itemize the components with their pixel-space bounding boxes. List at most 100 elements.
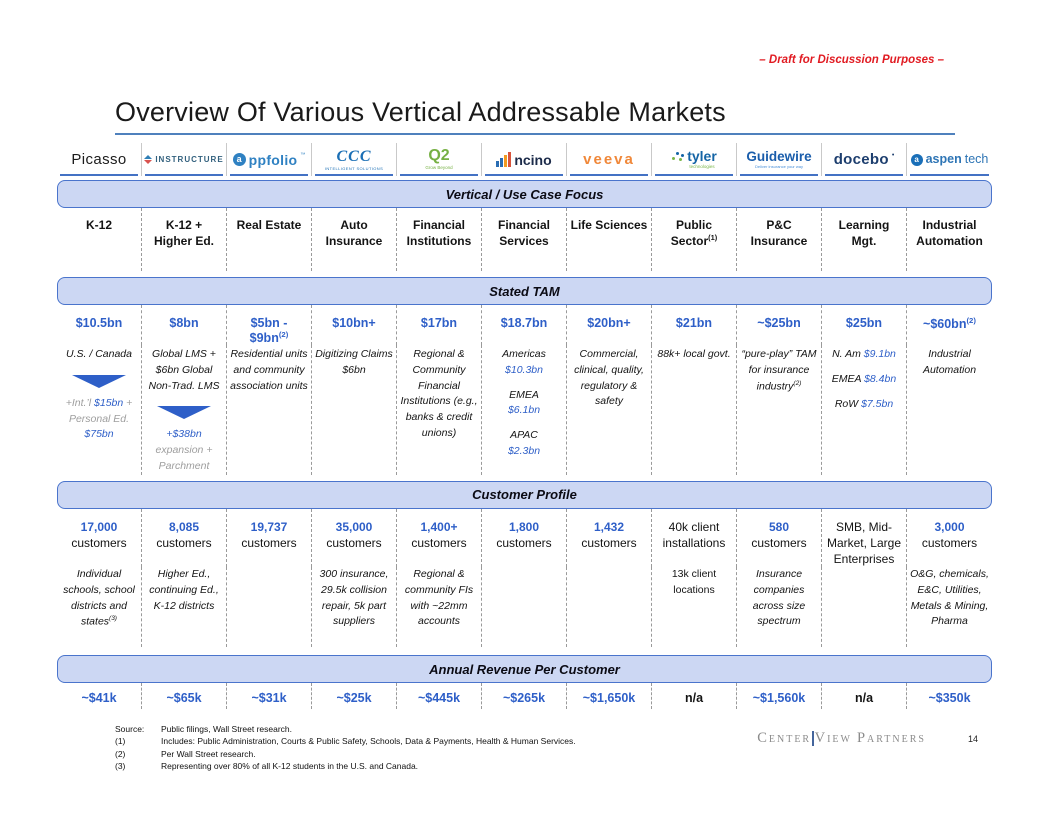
text-segment: 8,085 bbox=[168, 519, 200, 534]
page-number: 14 bbox=[967, 733, 978, 744]
text-segment: Auto bbox=[340, 218, 368, 232]
text-line: customers bbox=[570, 535, 648, 551]
text-line: Insurance bbox=[740, 233, 818, 249]
text-segment: Insurance bbox=[750, 234, 808, 249]
text-line: +Int.’l $15bn + Personal Ed. $75bn bbox=[60, 396, 138, 443]
text-line: Life Sciences bbox=[570, 217, 648, 233]
logo-cell-guidewire: Guidewire Deliver insurance your way bbox=[737, 143, 822, 176]
customers-ncino: 1,800 customers bbox=[482, 508, 567, 568]
revenue-row: ~$41k ~$65k ~$31k ~$25k ~$445k ~$265k ~$1,650k… bbox=[57, 683, 992, 710]
text-line: 3,000 bbox=[910, 519, 989, 535]
footnote-2: (2) Per Wall Street research. bbox=[115, 748, 735, 760]
bar-chart-icon bbox=[496, 152, 512, 167]
revenue-picasso: ~$41k bbox=[57, 683, 142, 710]
logo-guidewire: Guidewire Deliver insurance your way bbox=[746, 150, 811, 170]
vertical-appfolio: Real Estate bbox=[227, 208, 312, 271]
revenue-ccc: ~$25k bbox=[312, 683, 397, 710]
logo-text: ncino bbox=[514, 151, 552, 168]
text-line: $21bn bbox=[655, 316, 733, 330]
customers-appfolio: 19,737 customers bbox=[227, 508, 312, 568]
revenue-guidewire: ~$1,560k bbox=[737, 683, 822, 710]
text-line: expansion + Parchment bbox=[145, 443, 223, 475]
draft-note: – Draft for Discussion Purposes – bbox=[759, 54, 944, 66]
logo-main: a aspen tech bbox=[910, 152, 989, 167]
text-segment: ~$60bn bbox=[923, 317, 967, 332]
tam-ncino: $18.7bn bbox=[482, 305, 567, 346]
tam-detail-ccc: Digitizing Claims $6bn bbox=[312, 345, 397, 475]
text-line: Sector(1) bbox=[655, 233, 733, 249]
text-line: $6.1bn bbox=[485, 403, 563, 419]
logo-text: veeva bbox=[583, 151, 635, 168]
text-line: Insurance companies across size spectrum bbox=[740, 567, 818, 630]
source-text: Public filings, Wall Street research. bbox=[161, 724, 293, 734]
text-segment: $21bn bbox=[675, 316, 713, 330]
text-segment: (2) bbox=[793, 379, 802, 387]
text-segment: ~$445k bbox=[417, 691, 461, 706]
vertical-tyler: Public Sector(1) bbox=[652, 208, 737, 271]
text-segment: Industrial Automation bbox=[922, 348, 977, 376]
text-segment: 19,737 bbox=[250, 519, 288, 534]
text-line: SMB, Mid-Market, Large Enterprises bbox=[825, 519, 903, 568]
text-line: Higher Ed. bbox=[145, 233, 223, 249]
text-segment: ~$31k bbox=[251, 691, 287, 706]
band-stated-tam: Stated TAM bbox=[57, 277, 992, 305]
aspentech-a-icon: a bbox=[910, 153, 923, 166]
text-segment: 88k+ local govt. bbox=[657, 348, 731, 361]
text-line: customers bbox=[230, 535, 308, 551]
footnote-text: Per Wall Street research. bbox=[161, 748, 256, 759]
text-segment: $2.3bn bbox=[507, 444, 541, 457]
customers-instructure: 8,085 customers bbox=[142, 508, 227, 568]
text-segment: $20bn+ bbox=[587, 316, 631, 330]
text-line: Institutions bbox=[400, 233, 478, 249]
text-line: ~$41k bbox=[60, 691, 138, 705]
logo-main: Q2 bbox=[428, 148, 449, 164]
text-segment: $15bn bbox=[94, 396, 124, 409]
text-segment: Regional & community FIs with ~22mm acco… bbox=[404, 568, 474, 628]
logo-text-light: tech bbox=[964, 152, 989, 167]
text-segment: “pure-play” TAM for insurance industry bbox=[741, 348, 817, 393]
logo-tagline: technologies bbox=[689, 164, 715, 170]
tam-detail-docebo: N. Am $9.1bn EMEA $8.4bn RoW $7.5bn bbox=[822, 345, 907, 475]
cust-detail-q2: Regional & community FIs with ~22mm acco… bbox=[397, 567, 482, 648]
logo-main: Guidewire bbox=[746, 150, 811, 164]
text-segment: $6.1bn bbox=[507, 404, 541, 417]
text-line: ~$65k bbox=[145, 691, 223, 705]
text-line: Automation bbox=[910, 233, 989, 249]
text-line: $20bn+ bbox=[570, 316, 648, 330]
brand-suffix: Partners bbox=[856, 730, 926, 746]
brand-right: View bbox=[814, 730, 852, 746]
cust-detail-picasso: Individual schools, school districts and… bbox=[57, 567, 142, 648]
text-line: Public bbox=[655, 217, 733, 233]
text-line: Commercial, clinical, quality, regulator… bbox=[570, 347, 648, 410]
text-segment: (2) bbox=[278, 330, 289, 339]
text-segment: Real Estate bbox=[236, 218, 302, 232]
text-segment: expansion + Parchment bbox=[155, 444, 213, 472]
text-line: $2.3bn bbox=[485, 444, 563, 460]
text-line: U.S. / Canada bbox=[60, 347, 138, 363]
text-line: 1,432 bbox=[570, 519, 648, 535]
vertical-row: K-12 K-12 + Higher Ed. Real Estate Auto Insur… bbox=[57, 208, 992, 271]
logo-cell-aspentech: a aspen tech bbox=[907, 143, 992, 176]
logo-main: INSTRUCTURE bbox=[144, 155, 223, 164]
text-line: 35,000 bbox=[315, 519, 393, 535]
text-line: ~$265k bbox=[485, 691, 563, 705]
band-vertical-use-case: Vertical / Use Case Focus bbox=[57, 180, 992, 208]
text-segment: n/a bbox=[684, 691, 704, 706]
band-annual-revenue: Annual Revenue Per Customer bbox=[57, 655, 992, 684]
logo-tagline: INTELLIGENT SOLUTIONS bbox=[324, 165, 384, 171]
logo-cell-ncino: ncino bbox=[482, 143, 567, 176]
text-segment: K-12 + bbox=[165, 218, 203, 232]
cust-detail-veeva bbox=[567, 567, 652, 648]
text-segment: Commercial, clinical, quality, regulator… bbox=[574, 348, 644, 408]
vertical-docebo: Learning Mgt. bbox=[822, 208, 907, 271]
logo-cell-ccc: CCC INTELLIGENT SOLUTIONS bbox=[312, 143, 397, 176]
text-segment: $10bn+ bbox=[332, 316, 376, 330]
source-label: Source: bbox=[115, 724, 145, 734]
text-line: Regional & community FIs with ~22mm acco… bbox=[400, 567, 478, 630]
customers-docebo: SMB, Mid-Market, Large Enterprises bbox=[822, 508, 907, 568]
text-segment: (3) bbox=[109, 615, 117, 623]
text-line: EMEA bbox=[485, 388, 563, 404]
logo-text: INSTRUCTURE bbox=[155, 154, 224, 164]
text-line: RoW $7.5bn bbox=[825, 397, 903, 413]
bar bbox=[504, 155, 508, 167]
